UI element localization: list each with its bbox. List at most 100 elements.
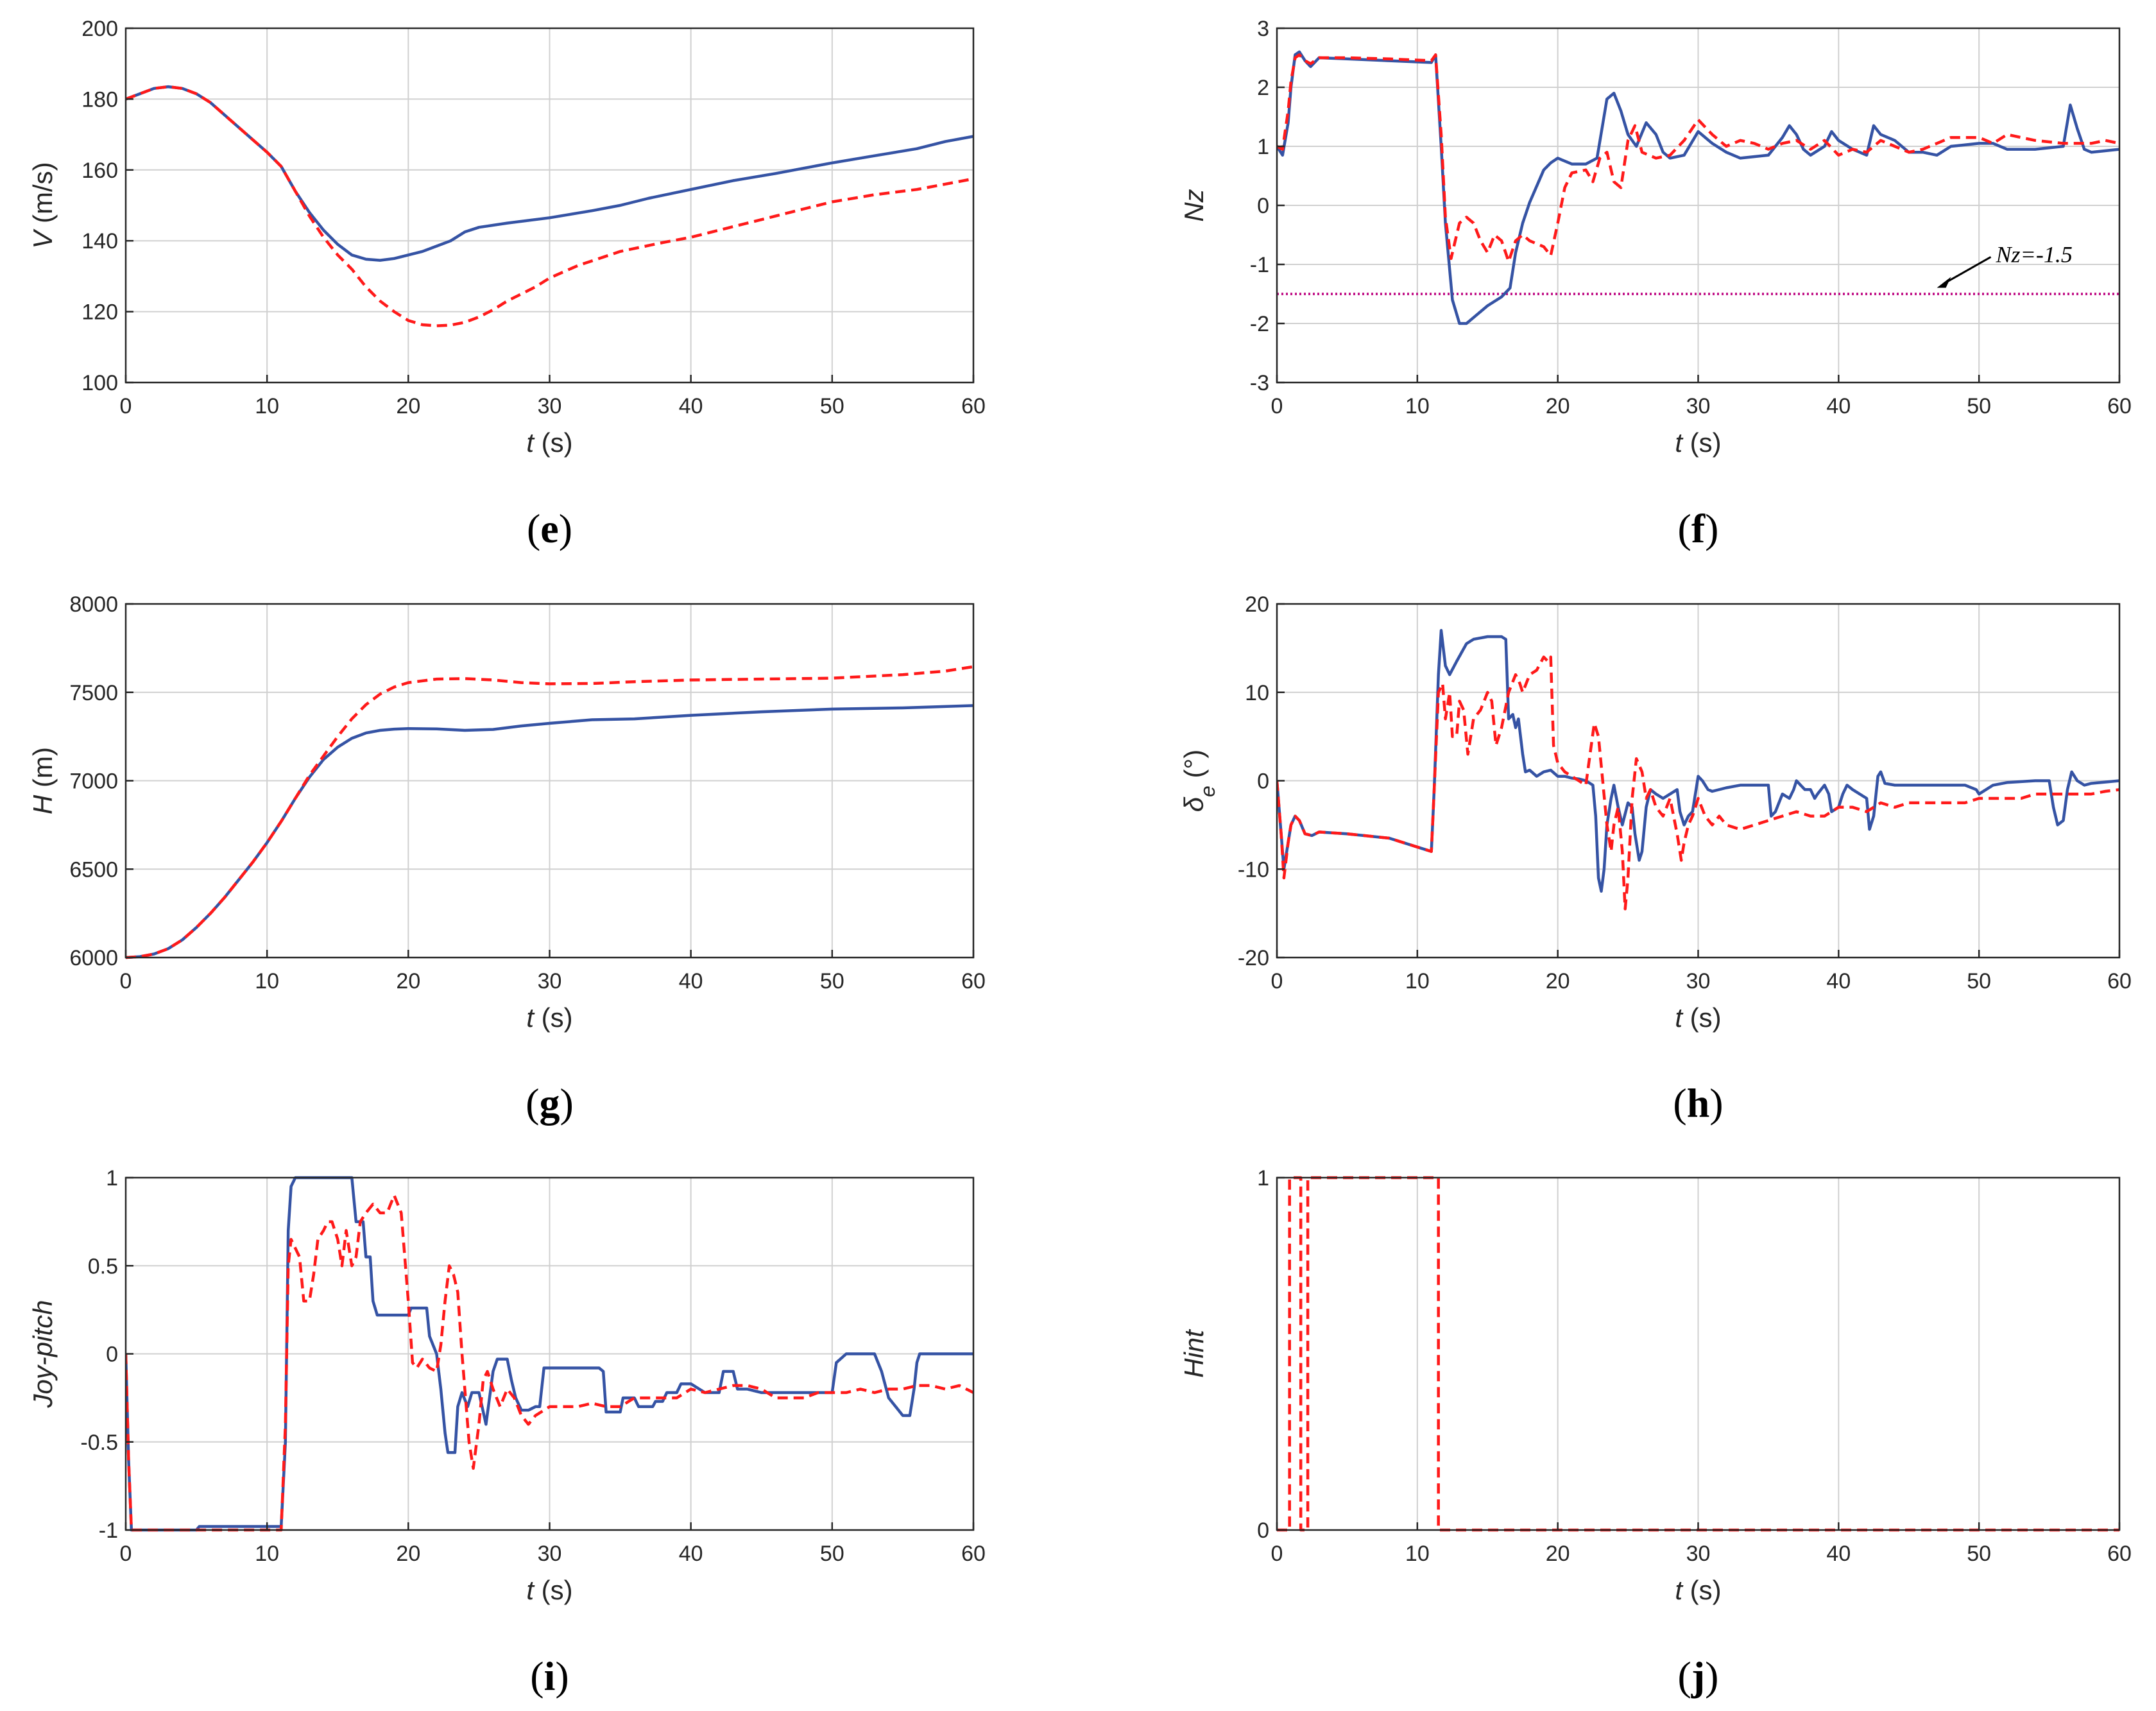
y-axis-label: Joy-pitch — [28, 1300, 58, 1408]
x-tick-label: 50 — [1967, 969, 1991, 993]
x-tick-label: 10 — [1405, 969, 1430, 993]
x-tick-label: 0 — [120, 1542, 132, 1566]
x-axis-label: t (s) — [1675, 427, 1721, 458]
chart-panel-e: 0 10 20 30 40 50 60 100 120 140 160 180 200 t (s) V (m… — [28, 17, 986, 551]
x-tick-label: 40 — [679, 969, 703, 993]
panel-label: (f) — [1678, 506, 1719, 551]
x-tick-label: 20 — [396, 394, 420, 418]
x-tick-label: 10 — [1405, 1542, 1430, 1566]
y-tick-label: 140 — [81, 229, 118, 254]
y-tick-label: -20 — [1238, 946, 1269, 970]
x-tick-label: 40 — [1826, 394, 1851, 418]
x-tick-label: 10 — [1405, 394, 1430, 418]
y-tick-label: 7500 — [69, 681, 118, 705]
x-tick-label: 50 — [820, 394, 844, 418]
y-axis-label: H (m) — [28, 747, 58, 814]
x-tick-label: 30 — [538, 1542, 562, 1566]
y-tick-label: -0.5 — [80, 1431, 118, 1455]
x-tick-label: 10 — [255, 394, 279, 418]
series-line-model — [1277, 655, 2119, 911]
chart-panel-i: 0 10 20 30 40 50 60 -1 -0.5 0 0.5 1 t (s) Joy-pitch (i… — [28, 1166, 986, 1699]
y-tick-label: 20 — [1245, 592, 1269, 617]
series-line-model — [126, 1194, 973, 1532]
series-line-model — [126, 665, 973, 959]
x-tick-label: 40 — [1826, 1542, 1851, 1566]
y-tick-label: 0 — [1257, 1518, 1269, 1543]
x-tick-label: 10 — [255, 969, 279, 993]
y-tick-label: 0 — [106, 1343, 118, 1367]
y-axis-label: V (m/s) — [28, 162, 58, 248]
panel-label: (e) — [527, 506, 572, 551]
y-tick-label: -1 — [99, 1518, 118, 1543]
y-tick-label: 2 — [1257, 76, 1269, 100]
x-tick-label: 0 — [120, 969, 132, 993]
x-tick-label: 60 — [2107, 1542, 2132, 1566]
y-tick-label: 0 — [1257, 194, 1269, 218]
chart-panel-h: 0 10 20 30 40 50 60 -20 -10 0 10 20 t (s) δe (°) (h) — [1179, 592, 2132, 1126]
chart-panel-f: 0 10 20 30 40 50 60 -3 -2 -1 0 1 2 3 t (s) Nz Nz=-1.5 (f) — [1179, 17, 2132, 551]
x-tick-label: 50 — [820, 1542, 844, 1566]
y-tick-label: 200 — [81, 17, 118, 41]
panel-label: (h) — [1673, 1080, 1723, 1126]
y-tick-label: 1 — [1257, 1166, 1269, 1191]
y-axis-label: Nz — [1179, 189, 1209, 221]
y-tick-label: 8000 — [69, 592, 118, 617]
x-tick-label: 50 — [820, 969, 844, 993]
x-tick-label: 30 — [538, 969, 562, 993]
x-axis-label: t (s) — [526, 1575, 572, 1605]
x-tick-label: 0 — [120, 394, 132, 418]
panel-label: (g) — [526, 1080, 574, 1126]
y-tick-label: 100 — [81, 371, 118, 395]
y-tick-label: -1 — [1250, 253, 1269, 277]
annotation-arrow — [1942, 256, 1992, 285]
x-tick-label: 40 — [1826, 969, 1851, 993]
x-tick-label: 50 — [1967, 394, 1991, 418]
x-tick-label: 60 — [961, 969, 986, 993]
y-tick-label: 0.5 — [88, 1254, 118, 1278]
x-tick-label: 20 — [396, 1542, 420, 1566]
y-tick-label: 10 — [1245, 681, 1269, 705]
chart-panel-j: 0 10 20 30 40 50 60 0 1 t (s) Hint (j) — [1179, 1166, 2132, 1699]
x-tick-label: 0 — [1271, 1542, 1283, 1566]
panel-label: (j) — [1678, 1653, 1719, 1699]
y-tick-label: 180 — [81, 87, 118, 112]
y-tick-label: -3 — [1250, 371, 1269, 395]
series-line-pilot — [126, 1176, 973, 1532]
x-tick-label: 50 — [1967, 1542, 1991, 1566]
panel-label: (i) — [530, 1653, 569, 1699]
y-tick-label: 1 — [1257, 135, 1269, 159]
x-tick-label: 30 — [1686, 394, 1711, 418]
annotation-label: Nz=-1.5 — [1996, 241, 2073, 267]
y-tick-label: 3 — [1257, 17, 1269, 41]
y-tick-label: 6000 — [69, 946, 118, 970]
chart-panel-g: 0 10 20 30 40 50 60 6000 6500 7000 7500 8000 t (s) H … — [28, 592, 986, 1126]
y-tick-label: 120 — [81, 300, 118, 325]
x-tick-label: 20 — [1546, 1542, 1570, 1566]
y-tick-label: 1 — [106, 1166, 118, 1191]
x-tick-label: 20 — [1546, 394, 1570, 418]
x-tick-label: 0 — [1271, 394, 1283, 418]
x-tick-label: 20 — [1546, 969, 1570, 993]
x-tick-label: 30 — [1686, 1542, 1711, 1566]
x-tick-label: 40 — [679, 1542, 703, 1566]
series-line-model — [126, 85, 973, 327]
y-tick-label: 7000 — [69, 770, 118, 794]
y-tick-label: -10 — [1238, 857, 1269, 882]
x-tick-label: 20 — [396, 969, 420, 993]
annotation-arrowhead — [1937, 277, 1951, 288]
y-tick-label: 6500 — [69, 857, 118, 882]
x-tick-label: 0 — [1271, 969, 1283, 993]
x-tick-label: 60 — [961, 1542, 986, 1566]
y-tick-label: 0 — [1257, 770, 1269, 794]
x-axis-label: t (s) — [1675, 1575, 1721, 1605]
series-line-model — [1277, 53, 2119, 263]
y-axis-label: Hint — [1179, 1328, 1209, 1378]
x-tick-label: 60 — [2107, 969, 2132, 993]
x-tick-label: 30 — [1686, 969, 1711, 993]
y-tick-label: -2 — [1250, 312, 1269, 336]
x-tick-label: 40 — [679, 394, 703, 418]
x-axis-label: t (s) — [526, 1002, 572, 1033]
y-tick-label: 160 — [81, 159, 118, 183]
y-axis-label: δe (°) — [1179, 750, 1219, 813]
